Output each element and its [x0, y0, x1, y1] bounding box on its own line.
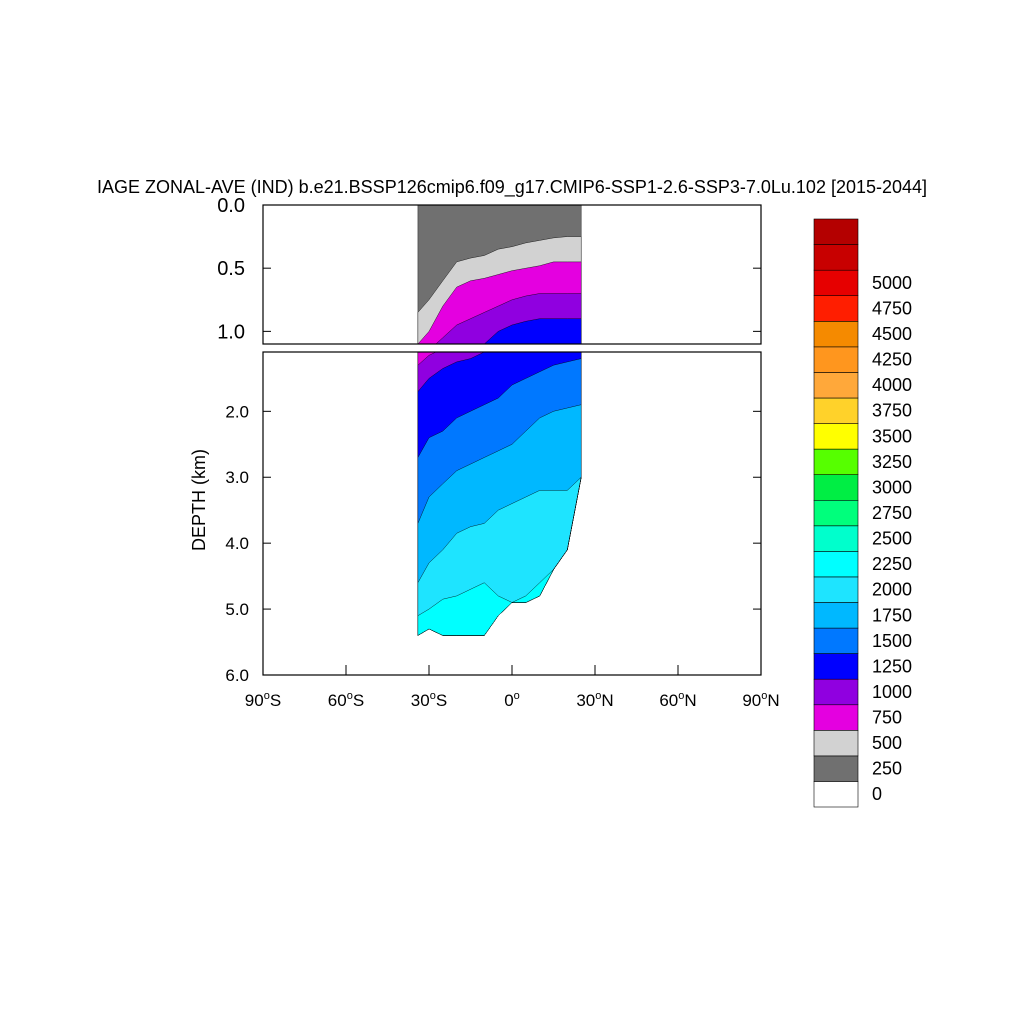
lower-band-2000-2250	[417, 477, 582, 636]
x-tick-label: 30oN	[576, 690, 613, 710]
x-tick-label: 30oS	[411, 690, 447, 710]
colorbar-label: 250	[872, 759, 902, 779]
axes: 0.0 0.5 1.0 2.0 3.0 4.0 5.0 6.0 90oS 60oS 30oS 0o 30…	[217, 195, 779, 710]
lower-y-tick-label: 6.0	[225, 666, 249, 685]
upper-y-tick-label: 0.5	[217, 258, 245, 280]
colorbar-label: 750	[872, 708, 902, 728]
colorbar-label: 1250	[872, 656, 912, 676]
colorbar-swatch	[813, 397, 859, 424]
x-tick-label: 0o	[504, 690, 520, 710]
colorbar-swatch	[813, 346, 859, 373]
y-axis-label: DEPTH (km)	[189, 449, 209, 551]
upper-y-tick-label: 1.0	[217, 321, 245, 343]
upper-panel-frame	[262, 204, 762, 345]
colorbar-swatch	[813, 729, 859, 757]
colorbar-swatch	[813, 372, 859, 399]
colorbar-label: 2250	[872, 554, 912, 574]
colorbar-label: 4000	[872, 375, 912, 395]
colorbar-swatch	[813, 653, 859, 680]
colorbar-swatch	[813, 320, 859, 348]
colorbar-label: 1500	[872, 631, 912, 651]
colorbar-label: 3250	[872, 452, 912, 472]
colorbar-label: 4750	[872, 299, 912, 319]
colorbar-swatch	[813, 448, 859, 476]
lower-y-tick-label: 4.0	[225, 534, 249, 553]
upper-depth-panel	[417, 205, 582, 344]
colorbar-swatch	[813, 525, 859, 552]
colorbar-label: 2750	[872, 503, 912, 523]
colorbar-label: 3000	[872, 477, 912, 497]
colorbar-swatch	[813, 550, 859, 578]
colorbar-label: 2000	[872, 580, 912, 600]
colorbar-swatch	[813, 474, 859, 501]
upper-y-tick-label: 0.0	[217, 195, 245, 217]
colorbar-label: 3500	[872, 426, 912, 446]
colorbar-swatch	[813, 678, 859, 706]
colorbar-swatch	[813, 755, 859, 782]
lower-depth-panel	[417, 352, 582, 636]
lower-y-tick-label: 2.0	[225, 402, 249, 421]
colorbar-label: 3750	[872, 401, 912, 421]
colorbar-swatch	[813, 781, 859, 808]
colorbar-swatch	[813, 244, 859, 271]
x-tick-label: 60oN	[659, 690, 696, 710]
colorbar-label: 1000	[872, 682, 912, 702]
colorbar-swatch	[813, 602, 859, 629]
colorbar-swatch	[813, 295, 859, 322]
colorbar-swatch	[813, 576, 859, 603]
x-tick-label: 90oS	[245, 690, 281, 710]
colorbar-swatch	[813, 627, 859, 654]
colorbar-label: 500	[872, 733, 902, 753]
lower-y-tick-label: 3.0	[225, 468, 249, 487]
colorbar-swatch	[813, 423, 859, 450]
colorbar-label: 0	[872, 784, 882, 804]
lower-y-tick-label: 5.0	[225, 600, 249, 619]
colorbar-label: 4250	[872, 350, 912, 370]
colorbar-label: 2500	[872, 529, 912, 549]
colorbar-swatch	[813, 269, 859, 297]
x-tick-label: 90oN	[742, 690, 779, 710]
x-tick-label: 60oS	[328, 690, 364, 710]
colorbar-swatch	[813, 704, 859, 731]
upper-band-1000-1250	[484, 318, 582, 344]
colorbar-swatch	[813, 499, 859, 527]
colorbar: 0 250 500 750 1000 1250 1500 1750 2000 2250 2500 27…	[813, 218, 912, 808]
chart-title: IAGE ZONAL-AVE (IND) b.e21.BSSP126cmip6.…	[97, 177, 927, 198]
colorbar-label: 5000	[872, 273, 912, 293]
colorbar-label: 1750	[872, 605, 912, 625]
colorbar-swatch	[813, 218, 859, 245]
colorbar-label: 4500	[872, 324, 912, 344]
